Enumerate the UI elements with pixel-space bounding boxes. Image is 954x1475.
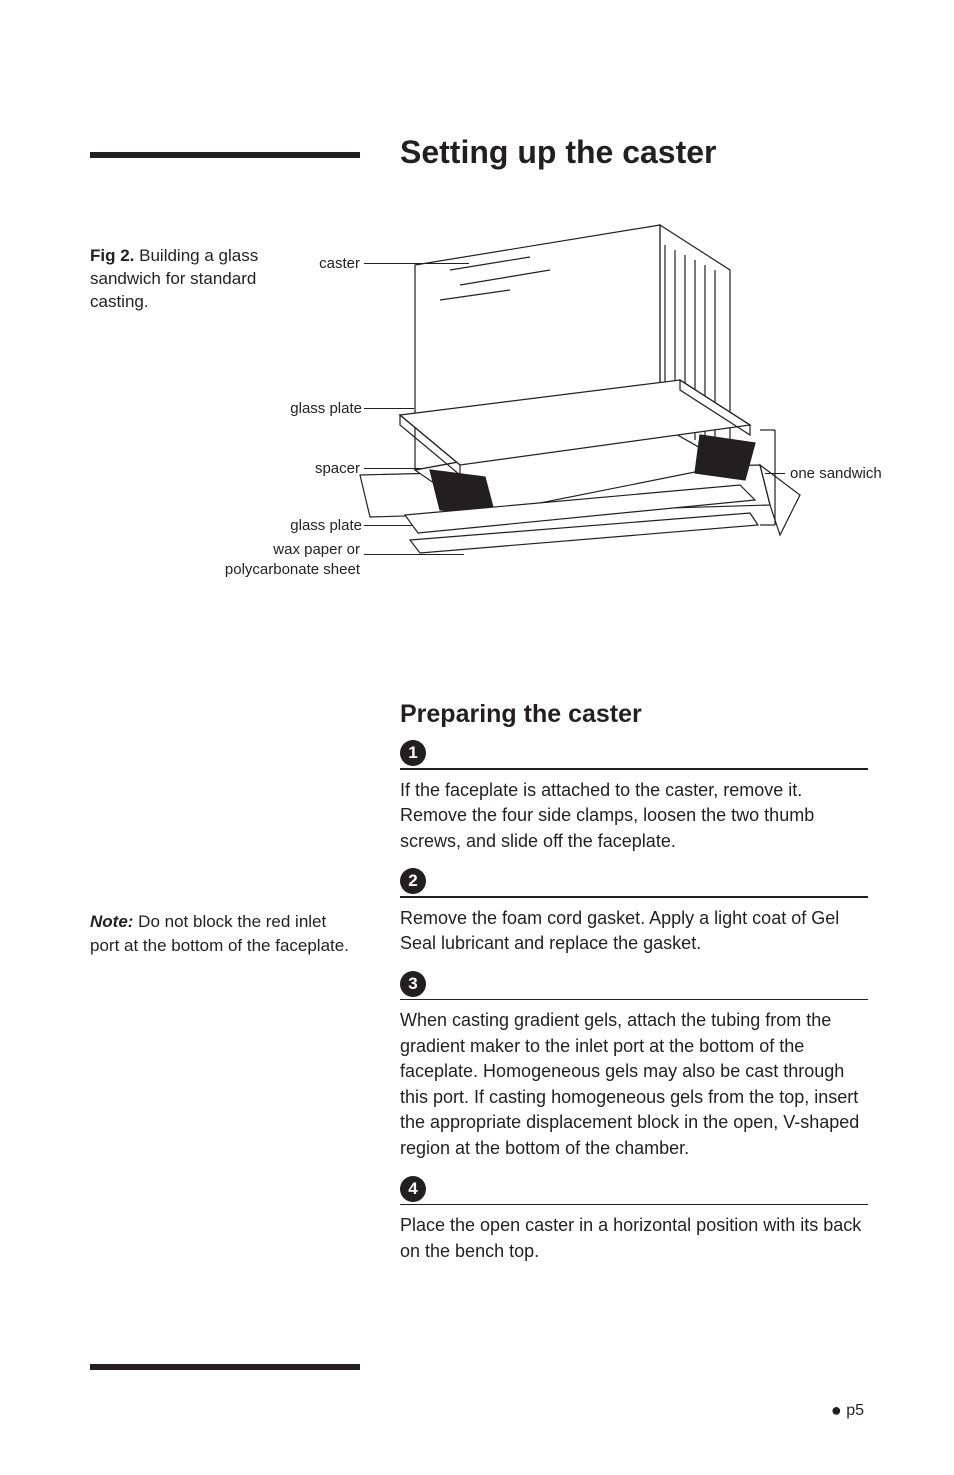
- page-number: ● p5: [831, 1399, 864, 1420]
- step-text: When casting gradient gels, attach the t…: [400, 1008, 868, 1161]
- step-text: Place the open caster in a horizontal po…: [400, 1213, 868, 1264]
- page-title: Setting up the caster: [400, 134, 717, 171]
- step-text: Remove the foam cord gasket. Apply a lig…: [400, 906, 868, 957]
- step-number-badge: 1: [400, 740, 426, 766]
- bullet-icon: ●: [831, 1400, 842, 1420]
- step-divider: [400, 768, 868, 770]
- caster-diagram: [300, 215, 880, 595]
- steps-list: 1 If the faceplate is attached to the ca…: [400, 740, 868, 1278]
- step-divider: [400, 999, 868, 1001]
- step-3: 3 When casting gradient gels, attach the…: [400, 971, 868, 1162]
- step-1: 1 If the faceplate is attached to the ca…: [400, 740, 868, 854]
- bottom-rule: [90, 1364, 360, 1370]
- step-divider: [400, 1204, 868, 1206]
- figure-caption-label: Fig 2.: [90, 246, 134, 265]
- step-number-badge: 4: [400, 1176, 426, 1202]
- step-number-badge: 3: [400, 971, 426, 997]
- section-heading: Preparing the caster: [400, 700, 642, 729]
- step-2: 2 Remove the foam cord gasket. Apply a l…: [400, 868, 868, 957]
- sidenote: Note: Do not block the red inlet port at…: [90, 910, 350, 958]
- top-rule: [90, 152, 360, 158]
- step-4: 4 Place the open caster in a horizontal …: [400, 1176, 868, 1265]
- sidenote-label: Note:: [90, 912, 133, 931]
- page-number-text: p5: [846, 1402, 864, 1419]
- step-divider: [400, 896, 868, 898]
- step-number-badge: 2: [400, 868, 426, 894]
- step-text: If the faceplate is attached to the cast…: [400, 778, 868, 855]
